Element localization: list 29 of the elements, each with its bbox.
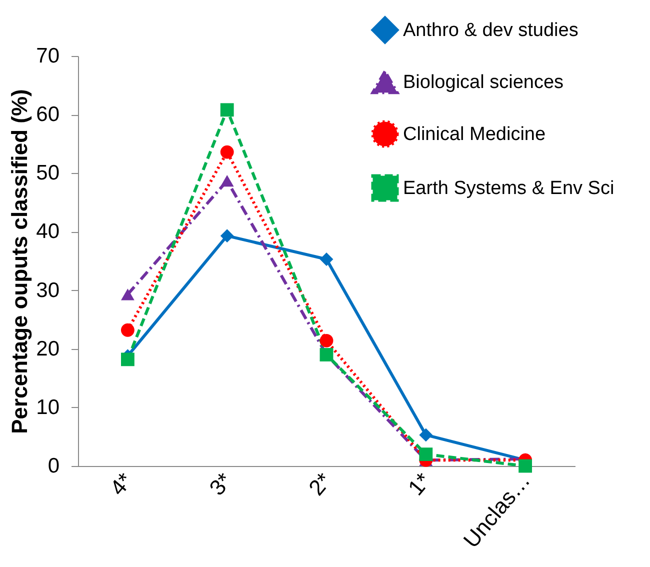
point — [320, 252, 334, 266]
legend-label: Clinical Medicine — [403, 124, 546, 145]
x-tick-label: 3* — [204, 468, 238, 500]
y-tick-label: 40 — [36, 220, 60, 244]
x-tick-label: 2* — [304, 468, 336, 500]
point — [120, 352, 134, 366]
point — [320, 334, 334, 348]
y-tick-label: 70 — [36, 44, 60, 68]
y-axis-title: Percentage ouputs classified (%) — [7, 89, 32, 434]
y-tick-label: 20 — [36, 337, 60, 360]
point — [220, 145, 234, 159]
point — [120, 288, 134, 300]
point — [220, 174, 234, 187]
point — [419, 428, 433, 442]
y-tick-label: 0 — [48, 454, 60, 478]
x-tick-label: 4* — [104, 468, 138, 500]
point — [518, 459, 532, 473]
legend-label: Anthro & dev studies — [403, 20, 578, 41]
y-tick-label: 30 — [36, 278, 60, 302]
y-tick-label: 10 — [36, 396, 60, 419]
y-tick-label: 50 — [36, 162, 60, 185]
y-tick-label: 60 — [36, 103, 60, 126]
point — [419, 448, 433, 461]
x-tick-label: 1* — [403, 468, 436, 500]
legend-label: Earth Systems & Env Sci — [403, 178, 614, 199]
point — [120, 323, 134, 337]
point — [220, 103, 234, 117]
legend-label: Biological sciences — [403, 72, 564, 93]
point — [220, 229, 234, 243]
